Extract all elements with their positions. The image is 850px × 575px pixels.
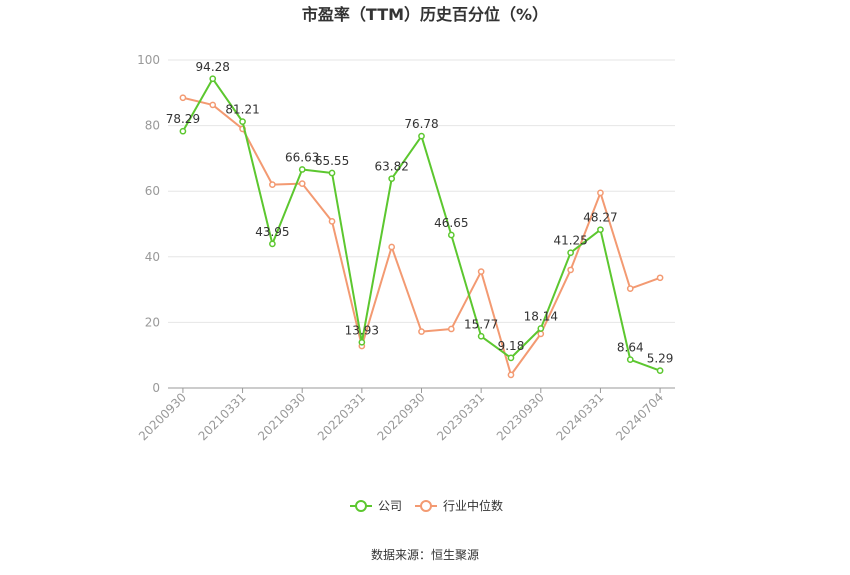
data-point[interactable] xyxy=(507,354,515,362)
data-point[interactable] xyxy=(477,332,485,340)
data-point[interactable] xyxy=(239,118,246,125)
data-point[interactable] xyxy=(298,166,306,173)
data-label: 5.29 xyxy=(647,352,674,366)
y-tick-label: 80 xyxy=(145,119,160,133)
data-label: 94.28 xyxy=(196,60,230,74)
data-point[interactable] xyxy=(388,243,396,251)
data-point[interactable] xyxy=(477,268,485,275)
x-tick-label: 20220331 xyxy=(315,390,368,443)
data-point[interactable] xyxy=(567,266,574,274)
data-point[interactable] xyxy=(179,127,187,135)
data-point[interactable] xyxy=(626,285,634,292)
data-label: 81.21 xyxy=(225,103,259,117)
data-point[interactable] xyxy=(328,169,336,177)
data-point[interactable] xyxy=(656,274,664,282)
data-label: 18.14 xyxy=(524,310,558,324)
y-tick-label: 100 xyxy=(137,53,160,67)
y-axis: 0 20 40 60 80 100 xyxy=(137,53,160,395)
data-label: 78.29 xyxy=(166,112,200,126)
data-point[interactable] xyxy=(537,325,545,332)
x-tick-label: 20240704 xyxy=(613,390,666,443)
x-tick-label: 20200930 xyxy=(136,390,189,443)
chart-title: 市盈率（TTM）历史百分位（%） xyxy=(302,5,548,24)
data-label: 13.93 xyxy=(345,323,379,337)
data-point[interactable] xyxy=(418,328,425,335)
x-tick-label: 20210331 xyxy=(196,390,249,443)
data-label: 41.25 xyxy=(553,234,587,248)
x-tick-label: 20210930 xyxy=(255,390,308,443)
x-tick-label: 20220930 xyxy=(375,390,428,443)
y-tick-label: 60 xyxy=(145,184,160,198)
data-label: 66.63 xyxy=(285,150,319,164)
legend-item-0[interactable]: 公司 xyxy=(350,499,402,513)
data-point[interactable] xyxy=(447,325,455,333)
data-point[interactable] xyxy=(597,189,604,197)
legend-label: 公司 xyxy=(378,499,402,513)
data-label: 15.77 xyxy=(464,317,498,331)
data-source: 数据来源：恒生聚源 xyxy=(371,547,479,562)
data-label: 46.65 xyxy=(434,216,468,230)
data-point[interactable] xyxy=(269,181,276,188)
y-tick-label: 40 xyxy=(145,250,160,264)
data-point[interactable] xyxy=(269,240,276,248)
y-tick-label: 0 xyxy=(152,381,160,395)
legend-marker xyxy=(355,500,367,512)
data-label: 8.64 xyxy=(617,341,644,355)
series-lines xyxy=(179,75,664,379)
data-point[interactable] xyxy=(507,371,515,379)
data-point[interactable] xyxy=(597,226,604,234)
data-label: 9.18 xyxy=(498,339,525,353)
data-point[interactable] xyxy=(179,94,187,102)
legend-label: 行业中位数 xyxy=(443,498,503,513)
data-point[interactable] xyxy=(567,249,574,257)
data-point[interactable] xyxy=(656,367,664,374)
x-axis: 20200930 20210331 20210930 20220331 20220930… xyxy=(136,387,675,443)
data-label: 65.55 xyxy=(315,154,349,168)
legend-marker xyxy=(420,500,432,512)
legend-item-1[interactable]: 行业中位数 xyxy=(415,498,503,513)
y-tick-label: 20 xyxy=(145,315,160,329)
data-point[interactable] xyxy=(388,175,396,183)
data-point[interactable] xyxy=(537,330,545,338)
x-tick-label: 20230930 xyxy=(494,390,547,443)
data-label: 43.95 xyxy=(255,225,289,239)
data-label: 63.82 xyxy=(374,160,408,174)
grid-lines xyxy=(168,59,675,323)
data-label: 48.27 xyxy=(583,211,617,225)
data-point[interactable] xyxy=(298,180,306,188)
data-point[interactable] xyxy=(447,231,455,239)
data-label: 76.78 xyxy=(404,117,438,131)
x-tick-label: 20230331 xyxy=(434,390,487,443)
x-tick-label: 20240331 xyxy=(553,390,606,443)
data-point[interactable] xyxy=(358,338,366,346)
data-point[interactable] xyxy=(418,132,425,140)
legend[interactable]: 公司 行业中位数 xyxy=(350,498,503,513)
data-point[interactable] xyxy=(626,356,634,364)
data-point[interactable] xyxy=(209,75,217,83)
data-point[interactable] xyxy=(209,101,217,109)
data-point[interactable] xyxy=(328,218,336,225)
